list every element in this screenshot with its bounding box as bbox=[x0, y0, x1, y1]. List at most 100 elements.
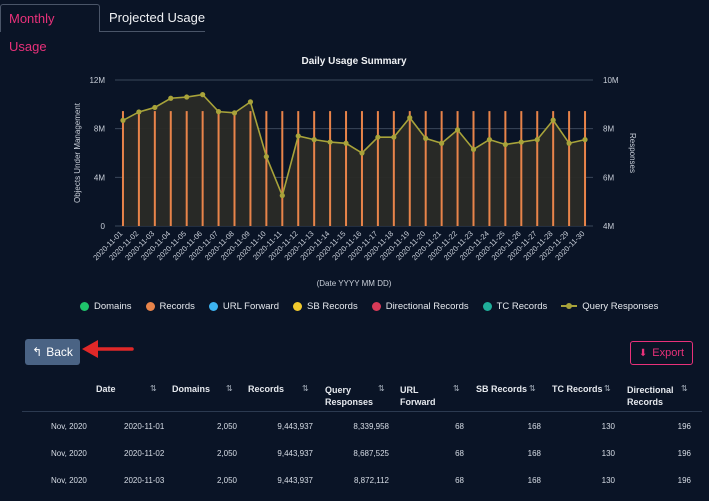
query-responses-point bbox=[359, 150, 365, 156]
records-bar bbox=[201, 111, 204, 226]
records-bar bbox=[169, 111, 172, 226]
legend-dot-marker bbox=[208, 301, 218, 311]
query-responses-point bbox=[168, 95, 174, 101]
cell-url-forward: 68 bbox=[455, 449, 464, 458]
y-tick-right: 10M bbox=[603, 76, 619, 85]
query-responses-line bbox=[122, 93, 586, 199]
legend-label: URL Forward bbox=[222, 300, 280, 312]
table-divider bbox=[22, 411, 702, 412]
column-header-directional-records[interactable]: Directional Records bbox=[627, 385, 674, 407]
query-responses-point bbox=[247, 99, 254, 105]
legend-item[interactable]: TC Records bbox=[482, 301, 547, 312]
cell-query-responses: 8,339,958 bbox=[353, 422, 389, 431]
query-responses-point bbox=[375, 134, 381, 140]
records-bar bbox=[408, 111, 411, 226]
query-responses-point bbox=[200, 92, 206, 98]
cell-directional-records: 196 bbox=[677, 476, 691, 485]
query-responses-point bbox=[279, 192, 285, 199]
column-header-records[interactable]: Records bbox=[248, 384, 285, 394]
query-responses-point bbox=[582, 137, 588, 143]
records-bar bbox=[488, 111, 491, 226]
back-button[interactable]: ↰ Back bbox=[25, 339, 80, 365]
column-header-url-forward[interactable]: URL Forward bbox=[400, 385, 436, 407]
column-header-domains[interactable]: Domains bbox=[172, 384, 211, 394]
sort-icon[interactable]: ⇅ bbox=[453, 384, 460, 393]
legend-dot-marker bbox=[371, 301, 381, 311]
y-tick-right: 6M bbox=[603, 173, 614, 182]
table-row: Nov, 2020 2020-11-02 2,050 9,443,937 8,6… bbox=[0, 449, 709, 469]
query-responses-point bbox=[215, 109, 222, 115]
legend-item[interactable]: SB Records bbox=[293, 301, 358, 312]
query-responses-point bbox=[439, 140, 445, 146]
query-responses-point bbox=[295, 133, 301, 139]
column-header-date[interactable]: Date bbox=[96, 384, 116, 394]
back-button-label: Back bbox=[46, 345, 73, 359]
sort-icon[interactable]: ⇅ bbox=[302, 384, 309, 393]
tab-monthly-usage[interactable]: Monthly Usage bbox=[0, 4, 100, 54]
records-bar bbox=[137, 111, 140, 226]
legend-item[interactable]: URL Forward bbox=[208, 300, 280, 312]
records-bar bbox=[536, 111, 539, 226]
legend-item[interactable]: Domains bbox=[80, 301, 132, 312]
y-axis-label-right: Responses bbox=[628, 133, 637, 173]
cell-domains: 2,050 bbox=[216, 422, 237, 431]
records-bar bbox=[568, 111, 571, 226]
query-responses-point bbox=[152, 104, 158, 111]
records-bar bbox=[520, 111, 523, 226]
cell-records: 9,443,937 bbox=[277, 422, 313, 431]
cell-tc-records: 130 bbox=[601, 422, 615, 431]
records-bar bbox=[424, 111, 427, 226]
back-arrow-icon: ↰ bbox=[32, 345, 43, 359]
records-bar bbox=[345, 111, 348, 226]
query-responses-point bbox=[423, 135, 429, 141]
legend-label: Domains bbox=[94, 300, 132, 312]
query-responses-point bbox=[263, 154, 269, 160]
query-responses-point bbox=[566, 140, 572, 146]
daily-usage-chart: Daily Usage Summary 0 4M 8M 12M 4M 6M 8M 10M Obje… bbox=[73, 56, 637, 288]
cell-url-forward: 68 bbox=[455, 476, 464, 485]
cell-tc-records: 130 bbox=[601, 476, 615, 485]
records-bar bbox=[233, 111, 236, 226]
cell-query-responses: 8,872,112 bbox=[354, 476, 389, 485]
query-responses-point bbox=[470, 146, 477, 152]
export-button-label: Export bbox=[652, 347, 685, 359]
legend-item[interactable]: Directional Records bbox=[371, 301, 469, 312]
cell-sb-records: 168 bbox=[527, 476, 541, 485]
column-header-query-responses[interactable]: Query Responses bbox=[325, 385, 374, 407]
query-responses-point bbox=[486, 137, 493, 143]
legend-label: Query Responses bbox=[582, 300, 659, 312]
sort-icon[interactable]: ⇅ bbox=[529, 384, 536, 393]
sort-icon[interactable]: ⇅ bbox=[150, 384, 157, 393]
sort-icon[interactable]: ⇅ bbox=[681, 384, 688, 393]
query-responses-point bbox=[550, 117, 556, 123]
legend-dot-marker bbox=[293, 301, 303, 311]
query-responses-point bbox=[136, 109, 142, 115]
cell-date: 2020-11-03 bbox=[124, 476, 165, 485]
tab-projected-usage[interactable]: Projected Usage bbox=[109, 10, 206, 25]
sort-icon[interactable]: ⇅ bbox=[604, 384, 611, 393]
column-header-tc-records[interactable]: TC Records bbox=[552, 384, 603, 394]
records-bar bbox=[472, 111, 475, 226]
sort-icon[interactable]: ⇅ bbox=[226, 384, 233, 393]
query-responses-point bbox=[231, 110, 238, 116]
cell-directional-records: 196 bbox=[677, 449, 691, 458]
records-bar bbox=[329, 111, 332, 226]
query-responses-point bbox=[454, 127, 461, 133]
records-bar bbox=[456, 111, 459, 226]
records-bar bbox=[584, 111, 587, 226]
query-responses-point bbox=[518, 139, 524, 145]
records-bar bbox=[376, 111, 379, 226]
cell-date: 2020-11-02 bbox=[124, 449, 165, 458]
sort-icon[interactable]: ⇅ bbox=[378, 384, 385, 393]
query-responses-point bbox=[534, 137, 540, 143]
legend-line-marker bbox=[561, 302, 578, 309]
records-bar bbox=[249, 111, 252, 226]
legend-item[interactable]: Records bbox=[145, 301, 195, 312]
legend-item[interactable]: Query Responses bbox=[561, 301, 658, 312]
tab-divider bbox=[100, 31, 205, 32]
records-bar bbox=[121, 111, 124, 226]
column-header-sb-records[interactable]: SB Records bbox=[476, 384, 528, 394]
y-tick-left: 12M bbox=[89, 76, 105, 85]
export-button[interactable]: ⬇ Export bbox=[630, 341, 693, 365]
cell-tc-records: 130 bbox=[601, 449, 615, 458]
